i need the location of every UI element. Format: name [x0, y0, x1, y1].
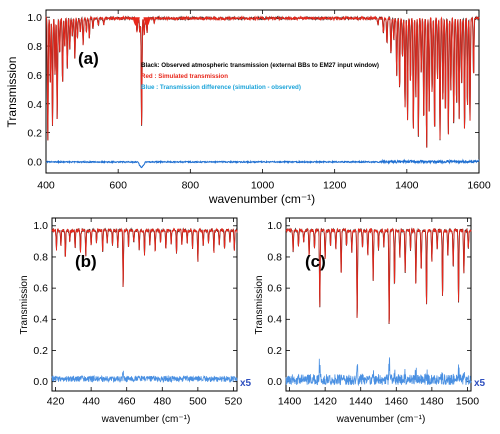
x-tick-label-c: 1420 [313, 396, 337, 408]
y-tick-label-c: 0.6 [267, 282, 282, 294]
y-tick-label-c: 0.2 [267, 345, 282, 357]
y-tick-label-a: 0.4 [27, 99, 42, 111]
simulated-line-c [285, 227, 472, 324]
y-tick-label-c: 0.4 [267, 314, 282, 326]
x-tick-label-b: 420 [47, 396, 65, 408]
panel-label-a: (a) [78, 49, 99, 68]
x-tick-label-a: 400 [37, 180, 55, 192]
x-tick-label-b: 480 [154, 396, 172, 408]
y-tick-label-c: 0.0 [267, 376, 282, 388]
x-tick-label-a: 800 [182, 180, 200, 192]
simulated-line-a [45, 14, 480, 148]
x-tick-label-a: 1600 [467, 180, 491, 192]
x-axis-label-a: wavenumber (cm⁻¹) [208, 192, 315, 206]
x-axis-label-b: wavenumber (cm⁻¹) [101, 414, 191, 425]
y-tick-label-b: 0.6 [33, 282, 48, 294]
x-tick-label-c: 1440 [349, 396, 373, 408]
plot-frame-b [51, 217, 238, 392]
x-tick-label-a: 600 [109, 180, 127, 192]
y-tick-label-b: 1.0 [33, 220, 48, 232]
panel-c: 0.0 0.2 0.4 0.6 0.8 1.0 1400 1420 1440 1460 1480 1… [254, 217, 486, 425]
x-tick-label-b: 500 [189, 396, 207, 408]
panel-label-b: (b) [75, 252, 97, 271]
legend-difference: Blue : Transmission difference (simulati… [141, 84, 301, 91]
x-axis-label-c: wavenumber (cm⁻¹) [336, 414, 426, 425]
panel-a: 0.0 0.2 0.4 0.6 0.8 1.0 400 600 800 1000 1200 1400… [5, 9, 491, 206]
x-tick-label-c: 1480 [420, 396, 444, 408]
difference-scale-label-c: x5 [474, 378, 486, 389]
x-tick-label-b: 520 [225, 396, 243, 408]
x-tick-label-c: 1460 [385, 396, 409, 408]
y-tick-label-a: 0.8 [27, 41, 42, 53]
y-axis-label-c: Transmission [254, 275, 265, 334]
difference-scale-label-b: x5 [240, 378, 252, 389]
y-axis-label-a: Transmission [5, 57, 19, 128]
difference-line-b [51, 370, 238, 384]
y-tick-label-b: 0.2 [33, 345, 48, 357]
y-tick-label-a: 0.0 [27, 156, 42, 168]
difference-line-a [45, 158, 480, 169]
x-tick-label-c: 1400 [278, 396, 302, 408]
legend-simulated: Red : Simulated transmission [141, 73, 228, 80]
legend-observed: Black: Observed atmospheric transmission… [141, 62, 379, 69]
y-tick-label-c: 1.0 [267, 220, 282, 232]
y-tick-label-b: 0.4 [33, 314, 48, 326]
difference-line-c [285, 357, 472, 387]
simulated-line-b [51, 227, 238, 287]
plot-frame-c [285, 217, 472, 392]
y-tick-label-a: 0.2 [27, 128, 42, 140]
y-tick-label-a: 1.0 [27, 12, 42, 24]
panel-b: 0.0 0.2 0.4 0.6 0.8 1.0 420 440 460 480 500 520 (b… [19, 217, 252, 425]
y-tick-label-c: 0.8 [267, 251, 282, 263]
x-tick-label-a: 1000 [251, 180, 275, 192]
y-tick-label-b: 0.8 [33, 251, 48, 263]
y-axis-label-b: Transmission [19, 275, 30, 334]
y-tick-label-b: 0.0 [33, 376, 48, 388]
x-tick-label-b: 460 [118, 396, 136, 408]
x-tick-label-a: 1400 [395, 180, 419, 192]
x-tick-label-b: 440 [82, 396, 100, 408]
x-tick-label-a: 1200 [323, 180, 347, 192]
panel-label-c: (c) [305, 252, 326, 271]
x-tick-label-c: 1500 [456, 396, 480, 408]
y-tick-label-a: 0.6 [27, 70, 42, 82]
